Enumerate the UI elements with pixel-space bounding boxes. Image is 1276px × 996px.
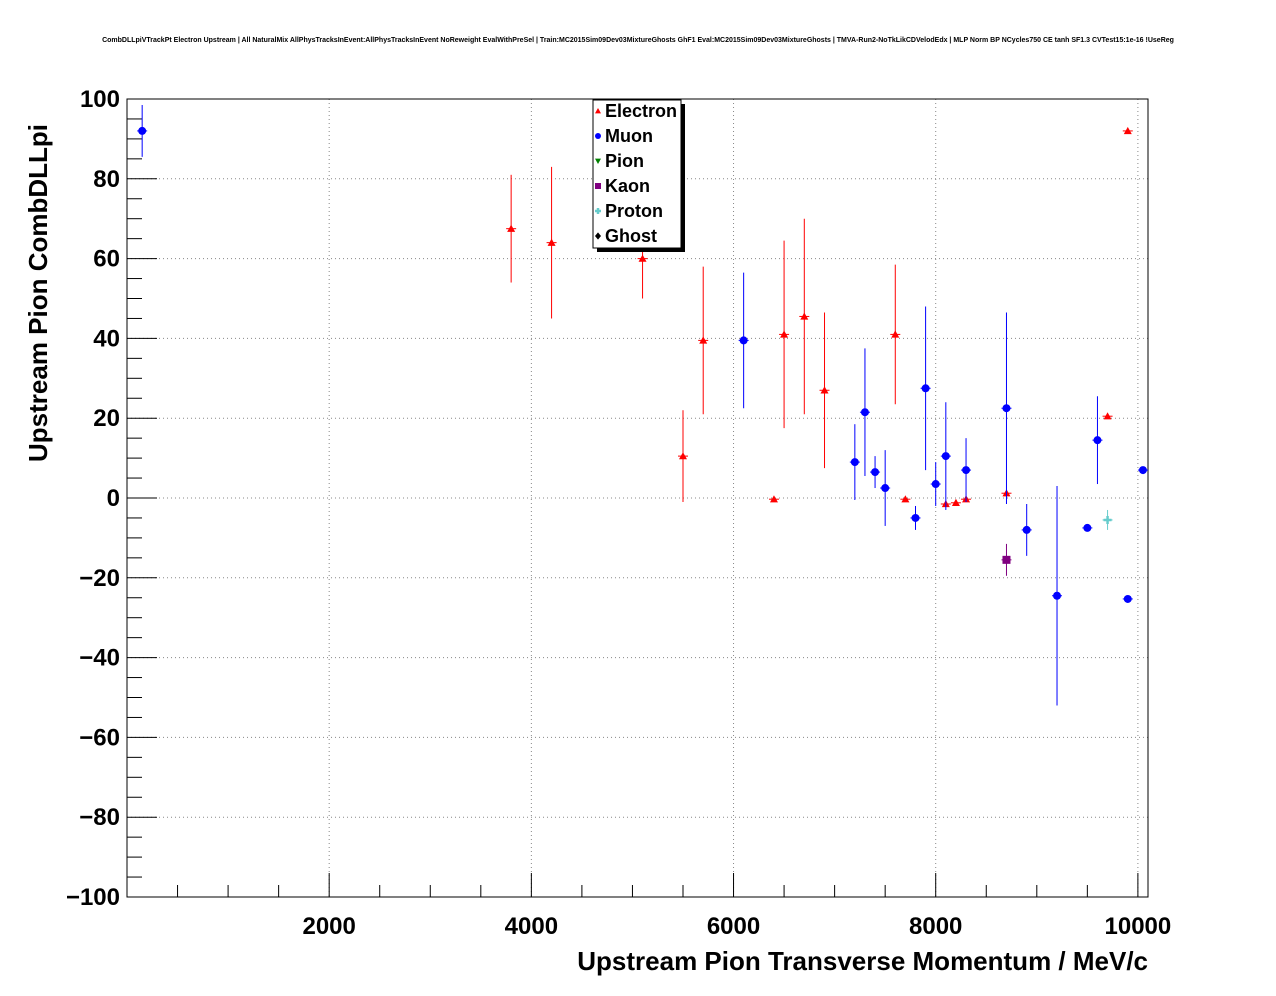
electron-point — [769, 495, 778, 503]
electron-point — [1123, 126, 1132, 135]
legend-label-proton: Proton — [605, 201, 663, 221]
legend: Electron Muon Pion Kaon Proton Ghost — [592, 99, 685, 252]
x-tick-label: 8000 — [909, 913, 962, 940]
y-tick-label: 100 — [80, 86, 120, 113]
y-tick-label: −80 — [79, 804, 120, 831]
electron-point — [951, 498, 960, 506]
legend-label-electron: Electron — [605, 101, 677, 121]
legend-marker-electron — [595, 108, 601, 114]
muon-point — [739, 336, 748, 345]
electron-point — [820, 386, 829, 394]
muon-point — [1093, 436, 1102, 445]
electron-point — [1103, 412, 1112, 420]
muon-point — [850, 458, 859, 467]
electron-point — [638, 254, 647, 262]
electron-point — [678, 452, 687, 460]
muon-point — [860, 408, 869, 417]
muon-point — [1022, 525, 1031, 534]
muon-point — [962, 466, 971, 475]
series-kaon — [1001, 543, 1012, 576]
y-tick-label: −40 — [79, 645, 120, 672]
muon-point — [871, 468, 880, 477]
muon-point — [941, 452, 950, 461]
y-tick-label: 20 — [93, 405, 120, 432]
data-marks — [137, 104, 1148, 706]
electron-point — [780, 330, 789, 338]
electron-point — [891, 330, 900, 338]
muon-point — [921, 384, 930, 393]
electron-point — [547, 238, 556, 246]
x-tick-label: 6000 — [707, 913, 760, 940]
x-axis-title: Upstream Pion Transverse Momentum / MeV/… — [577, 946, 1148, 976]
legend-marker-pion — [595, 158, 601, 164]
legend-box — [592, 99, 682, 249]
legend-label-ghost: Ghost — [605, 226, 657, 246]
legend-marker-muon — [595, 133, 601, 139]
legend-marker-ghost — [595, 232, 601, 240]
y-tick-label: 60 — [93, 246, 120, 273]
x-tick-label: 10000 — [1105, 913, 1172, 940]
grid — [127, 99, 1148, 897]
muon-point — [911, 513, 920, 522]
electron-point — [507, 224, 516, 232]
muon-point — [1002, 404, 1011, 413]
legend-label-muon: Muon — [605, 126, 653, 146]
y-axis-title: Upstream Pion CombDLLpi — [23, 124, 53, 462]
muon-point — [1138, 466, 1147, 475]
legend-marker-proton — [595, 208, 601, 214]
legend-label-kaon: Kaon — [605, 176, 650, 196]
x-tick-label: 2000 — [302, 913, 355, 940]
muon-point — [881, 484, 890, 493]
muon-point — [1083, 523, 1092, 532]
muon-point — [1123, 594, 1132, 603]
electron-point — [699, 336, 708, 344]
series-muon — [137, 104, 1148, 706]
series-proton — [1102, 509, 1113, 530]
proton-point — [1103, 515, 1112, 524]
tick-labels: 2000 4000 6000 8000 10000 100 80 60 40 20 0 −20 −40 −… — [66, 86, 1171, 940]
axis-ticks — [127, 98, 1139, 898]
legend-label-pion: Pion — [605, 151, 644, 171]
legend-marker-kaon — [595, 183, 601, 189]
muon-point — [1053, 591, 1062, 600]
electron-point — [800, 312, 809, 320]
chart-title: CombDLLpiVTrackPt Electron Upstream | Al… — [102, 37, 1174, 44]
y-tick-label: 80 — [93, 166, 120, 193]
x-tick-label: 4000 — [505, 913, 558, 940]
y-tick-label: −100 — [66, 884, 120, 911]
kaon-point — [1002, 555, 1011, 564]
y-tick-label: −20 — [79, 565, 120, 592]
muon-point — [138, 126, 147, 135]
y-tick-label: 40 — [93, 325, 120, 352]
y-tick-label: −60 — [79, 724, 120, 751]
electron-point — [901, 495, 910, 503]
y-tick-label: 0 — [107, 485, 120, 512]
muon-point — [931, 480, 940, 489]
